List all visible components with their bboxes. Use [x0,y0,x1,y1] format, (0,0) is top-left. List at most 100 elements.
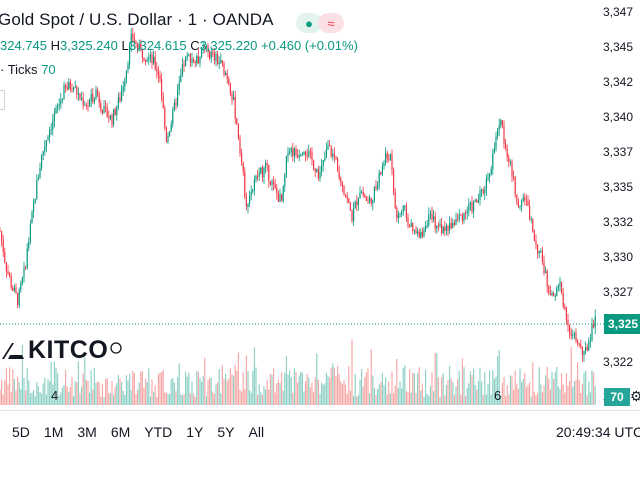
candle-body [279,194,281,202]
volume-bar [26,368,28,405]
range-button-all[interactable]: All [248,424,265,440]
range-button-1m[interactable]: 1M [43,424,64,440]
candle-body [513,176,515,178]
volume-bar [167,393,169,405]
candle-body [25,267,27,269]
volume-bar [521,382,523,405]
candle-body [517,201,519,207]
volume-bar [97,381,99,405]
candle-body [441,224,443,233]
volume-bar [455,386,457,405]
volume-bar [484,372,486,405]
pill-wave-icon[interactable]: ≈ [318,13,344,33]
volume-bar [100,396,102,405]
registered-icon [110,341,122,354]
volume-bar [85,379,87,405]
volume-bar [66,386,68,405]
volume-bar [533,392,535,405]
candle-body [309,151,311,153]
pill-dot-icon[interactable]: ● [296,13,322,33]
candle-body [506,148,508,158]
candle-body [202,46,204,48]
volume-bar [103,396,105,405]
volume-bar [453,394,455,405]
volume-bar [303,391,305,405]
candle-body [575,333,577,341]
volume-bar [202,376,204,405]
candle-body [521,201,523,207]
volume-bar [129,374,131,405]
range-button-5y[interactable]: 5Y [217,424,235,440]
y-tick-label: 3,322 [603,355,634,369]
volume-bar [143,387,145,405]
volume-bar [185,371,187,405]
candle-body [402,205,404,212]
candle-body [476,200,478,203]
candle-body [329,145,331,147]
candle-body [319,172,321,179]
range-button-6m[interactable]: 6M [110,424,131,440]
ticks-label: · Ticks [0,62,38,77]
volume-bar [133,373,135,405]
volume-bar [351,339,353,405]
candle-body [41,154,43,169]
volume-bar [308,377,310,405]
candle-body [39,168,41,178]
volume-bar [354,373,356,405]
volume-bar [105,379,107,405]
candle-body [133,38,135,43]
range-button-1y[interactable]: 1Y [186,424,204,440]
candle-body [169,131,171,136]
range-button-3m[interactable]: 3M [77,424,97,440]
legend-collapse-handle[interactable] [0,90,5,110]
volume-bar [239,389,241,405]
candle-body [509,161,511,163]
candle-body [389,154,391,160]
volume-bar [495,376,497,405]
chart-title: Gold Spot / U.S. Dollar · 1 · OANDA [0,10,274,29]
volume-bar [223,378,225,405]
volume-bar [437,377,439,405]
candle-body [415,230,417,234]
volume-bar [106,378,108,405]
volume-bar [490,394,492,405]
volume-bar [498,349,500,405]
volume-bar [261,394,263,405]
candle-body [375,186,377,189]
kitco-logo-icon [2,342,24,359]
candle-body [437,225,439,227]
candle-body [508,157,510,163]
candle-body [295,148,297,156]
volume-bar [541,391,543,405]
volume-bar [469,371,471,405]
volume-bar [417,373,419,405]
volume-bar [137,389,139,405]
candle-body [589,340,591,341]
volume-bar [479,367,481,405]
price-chart[interactable] [0,0,604,410]
volume-bar [393,393,395,405]
candle-body [245,197,247,207]
candle-body [338,171,340,179]
candle-body [201,47,203,58]
volume-bar [172,378,174,405]
volume-bar [549,389,551,405]
volume-bar [425,369,427,405]
candle-body [172,109,174,124]
candle-body [450,223,452,229]
range-button-5d[interactable]: 5D [12,424,30,440]
range-button-ytd[interactable]: YTD [144,424,173,440]
candle-body [322,160,324,166]
y-tick-label: 3,332 [603,215,634,229]
candle-body [490,168,492,175]
candle-body [241,153,243,163]
volume-bar [225,373,227,405]
candle-body [146,60,148,62]
y-tick-label: 3,342 [603,75,634,89]
volume-bar [330,367,332,405]
volume-bar [329,377,331,405]
volume-bar [138,382,140,405]
candle-body [391,154,393,170]
candle-body [535,240,537,245]
gear-icon[interactable]: ⚙ [630,388,640,404]
